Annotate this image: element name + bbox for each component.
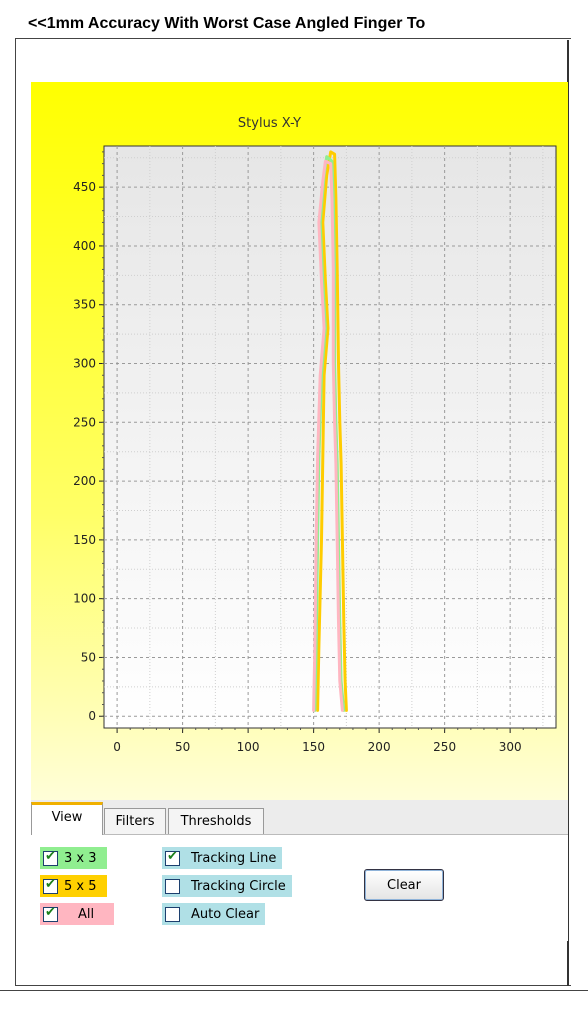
checkbox-tracking-line-label: Tracking Line <box>191 850 277 866</box>
checkbox-3x3-label: 3 x 3 <box>64 850 97 866</box>
stylus-xy-chart: 0 50 100 150 200 250 300 0 50 100 150 200 250 300 350 4… <box>73 145 557 754</box>
checkbox-tracking-line-box[interactable] <box>165 849 180 866</box>
x-tick-label: 250 <box>433 740 456 754</box>
checkbox-all-bg: All <box>40 903 115 925</box>
view-tab-content <box>31 834 568 941</box>
checkbox-auto-clear-box[interactable] <box>165 906 180 922</box>
y-tick-label: 200 <box>73 474 96 488</box>
checkbox-auto-clear-label: Auto Clear <box>191 906 260 922</box>
x-tick-label: 300 <box>499 740 522 754</box>
series-line-2 <box>312 159 344 712</box>
checkbox-3x3-box[interactable] <box>43 849 58 866</box>
x-tick-label: 150 <box>302 740 325 754</box>
checkbox-tracking-circle-label: Tracking Circle <box>191 878 286 894</box>
x-tick-label: 100 <box>237 740 260 754</box>
checkbox-all-label: All <box>78 906 95 922</box>
checkbox-tracking-line[interactable]: Tracking Line <box>162 847 283 869</box>
checkbox-5x5-label: 5 x 5 <box>64 878 97 894</box>
y-tick-label: 450 <box>73 180 96 194</box>
x-tick-label: 50 <box>175 740 190 754</box>
frame-right-edge <box>567 40 569 986</box>
frame-bottom-edge <box>0 990 588 991</box>
series-line-0 <box>316 150 348 712</box>
x-tick-label: 0 <box>113 740 121 754</box>
y-tick-label: 0 <box>88 709 96 723</box>
checkbox-auto-clear[interactable]: Auto Clear <box>162 903 266 925</box>
window-title: <<1mm Accuracy With Worst Case Angled Fi… <box>28 15 426 32</box>
tab-view[interactable]: View <box>31 802 103 835</box>
x-tick-label: 200 <box>368 740 391 754</box>
axis-ticks: 0 50 100 150 200 250 300 0 50 100 150 200 250 300 350 4… <box>73 151 537 754</box>
checkbox-auto-clear-bg: Auto Clear <box>162 903 266 925</box>
tab-thresholds[interactable]: Thresholds <box>168 808 264 834</box>
y-tick-label: 150 <box>73 533 96 547</box>
y-tick-label: 300 <box>73 357 96 371</box>
checkbox-tracking-circle-bg: Tracking Circle <box>162 875 292 897</box>
checkbox-5x5[interactable]: 5 x 5 <box>40 875 107 897</box>
checkbox-all-box[interactable] <box>43 905 58 922</box>
y-tick-label: 250 <box>73 415 96 429</box>
y-tick-label: 350 <box>73 298 96 312</box>
checkbox-tracking-circle[interactable]: Tracking Circle <box>162 875 292 897</box>
y-tick-label: 400 <box>73 239 96 253</box>
grid-lines <box>104 146 556 728</box>
chart-title: Stylus X-Y <box>237 116 302 131</box>
y-tick-label: 100 <box>73 592 96 606</box>
tab-filters[interactable]: Filters <box>104 808 166 834</box>
clear-button[interactable]: Clear <box>364 869 444 901</box>
checkbox-3x3-bg: 3 x 3 <box>40 847 107 869</box>
checkbox-5x5-box[interactable] <box>43 877 58 894</box>
checkbox-3x3[interactable]: 3 x 3 <box>40 847 107 869</box>
checkbox-tracking-line-bg: Tracking Line <box>162 847 283 869</box>
y-tick-label: 50 <box>81 650 96 664</box>
checkbox-all[interactable]: All <box>40 903 115 925</box>
checkbox-tracking-circle-box[interactable] <box>165 878 180 894</box>
series-layer <box>312 150 348 712</box>
plot-area <box>103 145 557 729</box>
checkbox-5x5-bg: 5 x 5 <box>40 875 107 897</box>
